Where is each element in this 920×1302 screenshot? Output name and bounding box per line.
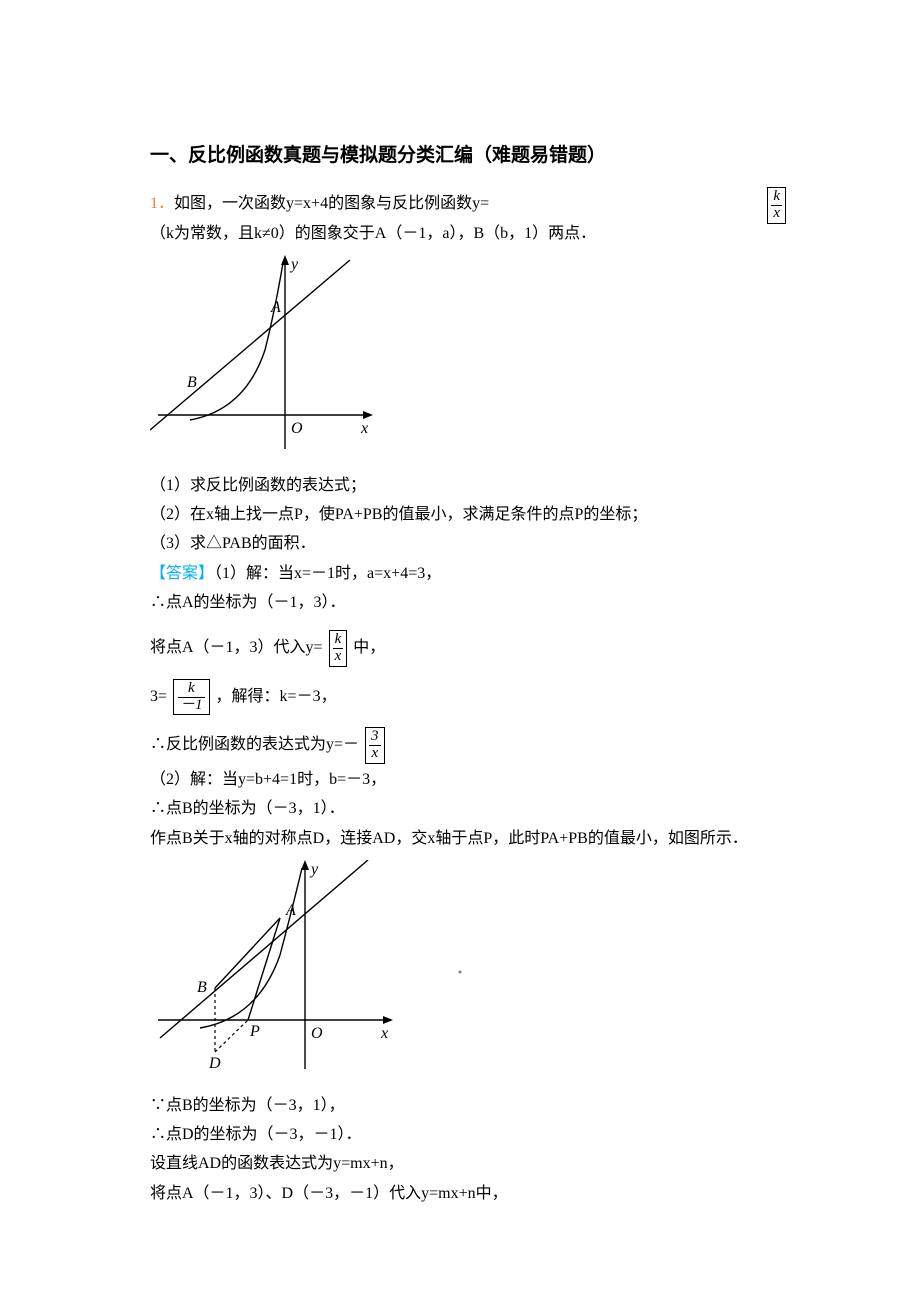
sol-l10: ∴点D的坐标为（－3，－1）．	[150, 1122, 770, 1148]
svg-text:O: O	[311, 1025, 323, 1042]
svg-text:x: x	[380, 1025, 388, 1042]
frac-bot: x	[333, 649, 344, 665]
svg-text:A: A	[285, 902, 296, 919]
sol-l2: ∴点A的坐标为（－1，3）．	[150, 590, 770, 616]
svg-text:B: B	[197, 979, 207, 996]
sol-l5: ∴反比例函数的表达式为y=－ 3 x	[150, 727, 770, 764]
sol-l8: 作点B关于x轴的对称点D，连接AD，交x轴于点P，此时PA+PB的值最小，如图所…	[150, 826, 770, 852]
answer-line1: 【答案】（1）解：当x=－1时，a=x+4=3，	[150, 561, 770, 587]
svg-text:D: D	[208, 1055, 221, 1072]
sol-l6: （2）解：当y=b+4=1时，b=－3，	[150, 767, 770, 793]
svg-text:y: y	[289, 256, 299, 273]
sol-l3: 将点A（－1，3）代入y= k x 中，	[150, 630, 770, 667]
svg-text:B: B	[187, 374, 197, 391]
fraction-3-over-x: 3 x	[365, 727, 385, 764]
answer-label: 【答案】	[150, 565, 214, 582]
sol-l1: （1）解：当x=－1时，a=x+4=3，	[214, 565, 441, 582]
graph-2: y x O A B P D	[150, 860, 770, 1084]
frac-bot: x	[771, 206, 782, 222]
sol-l11: 设直线AD的函数表达式为y=mx+n，	[150, 1151, 770, 1177]
q1-line1: 1．如图，一次函数y=x+4的图象与反比例函数y= k x	[150, 191, 770, 217]
frac-top: k	[178, 681, 205, 698]
sol-l3-post: 中，	[353, 639, 385, 656]
frac-top: k	[333, 632, 344, 649]
frac-top: k	[771, 189, 782, 206]
sol-l7: ∴点B的坐标为（－3，1）．	[150, 796, 770, 822]
question-number: 1．	[150, 195, 174, 212]
q1-sub2: （2）在x轴上找一点P，使PA+PB的值最小，求满足条件的点P的坐标；	[150, 502, 770, 528]
q1-sub1: （1）求反比例函数的表达式；	[150, 473, 770, 499]
sol-l4-pre: 3=	[150, 688, 167, 705]
sol-l9: ∵点B的坐标为（－3，1），	[150, 1093, 770, 1119]
frac-bot: －1	[178, 698, 205, 714]
center-dot-icon	[459, 971, 462, 974]
frac-bot: x	[369, 746, 381, 762]
q1-text-1: 如图，一次函数y=x+4的图象与反比例函数y=	[174, 195, 489, 212]
svg-text:y: y	[309, 861, 319, 878]
sol-l12: 将点A（－1，3）、D（－3，－1）代入y=mx+n中，	[150, 1181, 770, 1207]
sol-l4-post: ，解得：k=－3，	[216, 688, 337, 705]
svg-text:A: A	[270, 299, 281, 316]
frac-top: 3	[369, 729, 381, 746]
fraction-k-over-neg1: k －1	[173, 679, 210, 716]
q1-sub3: （3）求△PAB的面积．	[150, 531, 770, 557]
graph-1: y x O A B	[150, 255, 770, 464]
fraction-k-over-x-2: k x	[329, 630, 348, 667]
q1-line2: （k为常数，且k≠0）的图象交于A（－1，a），B（b，1）两点．	[150, 221, 770, 247]
sol-l5-pre: ∴反比例函数的表达式为y=－	[150, 736, 363, 753]
svg-text:x: x	[360, 420, 368, 437]
sol-l3-pre: 将点A（－1，3）代入y=	[150, 639, 323, 656]
svg-text:P: P	[249, 1023, 260, 1040]
fraction-k-over-x: k x	[767, 187, 786, 224]
sol-l4: 3= k －1 ，解得：k=－3，	[150, 679, 770, 716]
section-heading: 一、反比例函数真题与模拟题分类汇编（难题易错题）	[150, 140, 770, 171]
svg-text:O: O	[291, 420, 303, 437]
